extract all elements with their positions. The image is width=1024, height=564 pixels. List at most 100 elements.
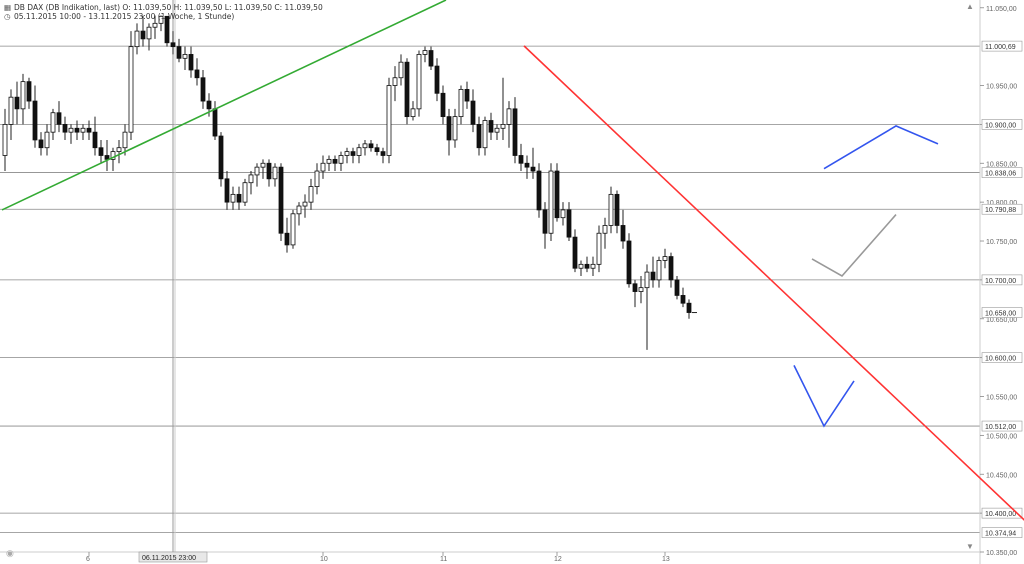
- level-label: 10.900,00: [985, 122, 1016, 129]
- candle-body: [512, 108, 518, 156]
- y-tick-label: 10.550,00: [986, 395, 1017, 402]
- candle-body: [590, 263, 596, 269]
- y-tick-label: 10.850,00: [986, 161, 1017, 168]
- candle-body: [278, 166, 284, 234]
- gray-check-sketch: [811, 214, 897, 278]
- candle-body: [404, 61, 410, 118]
- level-label: 10.790,88: [985, 207, 1016, 214]
- crosshair-label: 06.11.2015 23:00: [142, 555, 196, 562]
- candle-body: [272, 166, 278, 180]
- candle-body: [464, 89, 470, 102]
- y-tick-label: 10.800,00: [986, 200, 1017, 207]
- candle-body: [470, 100, 476, 125]
- candle-body: [614, 193, 620, 226]
- candle-body: [74, 127, 80, 133]
- candle-body: [494, 127, 500, 133]
- candle-body: [674, 279, 680, 296]
- level-label: 10.400,00: [985, 511, 1016, 518]
- candle-body: [422, 50, 428, 55]
- candle-body: [644, 271, 650, 289]
- candle-body: [368, 143, 374, 149]
- level-label-box: [981, 40, 1023, 52]
- candle-body: [560, 209, 566, 219]
- candle-body: [572, 236, 578, 269]
- candle-body: [458, 89, 464, 118]
- candle-body: [536, 170, 542, 211]
- candle-body: [68, 127, 74, 133]
- candle-body: [506, 108, 512, 125]
- candle-body: [452, 116, 458, 141]
- period-text: 05.11.2015 10:00 - 13.11.2015 23:00 (1 W…: [14, 12, 235, 21]
- candle-body: [656, 260, 662, 281]
- y-tick-label: 11.050,00: [986, 6, 1017, 13]
- candlestick-icon: ▦: [4, 3, 12, 12]
- candle-body: [50, 112, 56, 133]
- candle-body: [236, 193, 242, 203]
- candle-body: [380, 151, 386, 156]
- candle-body: [8, 96, 14, 125]
- blue-up-sketch: [823, 125, 939, 170]
- y-tick-label: 10.350,00: [986, 550, 1017, 557]
- candle-body: [686, 302, 692, 313]
- scroll-down-icon[interactable]: ▼: [966, 542, 974, 551]
- candle-body: [530, 166, 536, 172]
- candle-body: [20, 81, 26, 110]
- candle-body: [356, 147, 362, 156]
- candle-body: [176, 46, 182, 59]
- level-label-box: [981, 527, 1023, 538]
- level-label-box: [981, 203, 1023, 215]
- candle-body: [608, 193, 614, 226]
- candle-body: [344, 151, 350, 156]
- y-tick-label: 10.650,00: [986, 317, 1017, 324]
- candle-body: [128, 46, 134, 133]
- candle-body: [326, 158, 332, 164]
- candle-body: [110, 151, 116, 160]
- clock-icon: ◷: [4, 12, 11, 21]
- candle-body: [230, 193, 236, 203]
- candle-body: [398, 61, 404, 79]
- candle-body: [284, 232, 290, 246]
- candle-body: [152, 22, 158, 28]
- candle-body: [602, 225, 608, 234]
- y-tick-label: 10.500,00: [986, 433, 1017, 440]
- candle-body: [566, 209, 572, 238]
- candle-body: [578, 263, 584, 269]
- candle-body: [134, 30, 140, 48]
- zoom-icon[interactable]: ◉: [6, 548, 14, 558]
- candle-body: [320, 162, 326, 172]
- candle-body: [434, 65, 440, 94]
- candle-body: [248, 174, 254, 184]
- candle-body: [338, 155, 344, 164]
- candle-body: [308, 186, 314, 203]
- level-label-box: [981, 119, 1023, 130]
- candle-body: [170, 42, 176, 48]
- instrument-header: ▦ DB DAX (DB Indikation, last) O: 11.039,…: [4, 3, 323, 12]
- candle-body: [500, 123, 506, 129]
- candle-body: [542, 209, 548, 234]
- x-tick-label: 11: [440, 556, 447, 563]
- candle-body: [158, 15, 164, 24]
- candle-body: [524, 162, 530, 168]
- candle-body: [626, 240, 632, 285]
- level-label-box: [981, 274, 1023, 286]
- candle-body: [392, 77, 398, 86]
- candle-body: [194, 69, 200, 79]
- x-tick-label: 10: [320, 556, 328, 563]
- candle-body: [260, 162, 266, 168]
- candle-body: [638, 287, 644, 292]
- candle-body: [374, 147, 380, 153]
- candle-body: [92, 131, 98, 149]
- candle-body: [446, 116, 452, 141]
- scroll-up-icon[interactable]: ▲: [966, 2, 974, 11]
- candle-body: [80, 127, 86, 133]
- candle-body: [476, 123, 482, 149]
- candle-body: [584, 263, 590, 269]
- candle-body: [140, 30, 146, 40]
- candle-body: [632, 283, 638, 292]
- period-header: ◷ 05.11.2015 10:00 - 13.11.2015 23:00 (1 …: [4, 12, 234, 21]
- candle-body: [554, 170, 560, 219]
- candle-body: [2, 123, 8, 156]
- candle-body: [26, 81, 32, 102]
- candle-body: [200, 77, 206, 102]
